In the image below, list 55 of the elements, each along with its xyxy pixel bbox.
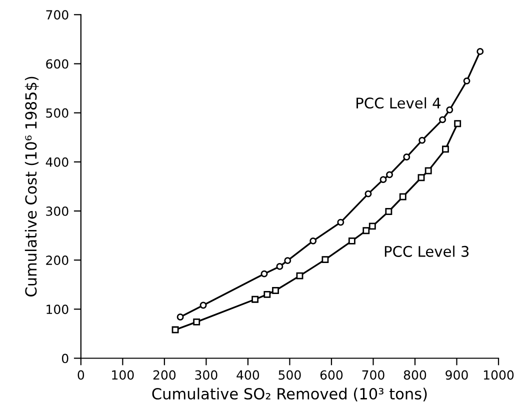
x-tick-label: 800 [404,370,426,380]
point [385,208,392,215]
point [418,174,425,182]
y-tick-label: 0 [62,354,68,364]
point [272,287,279,294]
point [348,237,356,244]
series-label: PCC Level 4 [356,97,440,109]
point [399,193,406,200]
point [260,270,268,278]
x-tick-label: 400 [236,370,260,380]
point [463,77,470,84]
x-tick-label: 300 [195,370,218,380]
y-tick-label: 600 [46,59,68,69]
x-tick-label: 600 [320,370,343,380]
point [424,167,432,174]
x-tick-label: 700 [362,370,384,380]
point [442,146,449,153]
y-tick-label: 200 [46,256,68,266]
y-tick-label: 700 [46,10,68,20]
point [476,48,484,55]
y-tick-label: 300 [46,206,68,216]
x-tick-label: 200 [153,370,176,380]
point [386,171,393,178]
point [310,237,317,244]
x-tick-label: 0 [78,370,84,380]
point [439,116,446,124]
point [364,190,372,198]
point [296,272,304,280]
point [284,257,292,264]
point [264,290,271,298]
point [200,302,207,309]
x-tick-label: 900 [446,370,468,380]
y-tick-label: 400 [46,157,68,167]
point [193,318,200,326]
point [322,256,329,264]
y-tick-label: 100 [46,304,68,314]
x-tick-label: 500 [278,370,301,380]
point [454,120,462,128]
point [446,106,454,114]
x-tick-label: 100 [112,370,134,380]
point [252,296,259,303]
x-tick-label: 1000 [484,370,514,380]
point [276,262,284,270]
x-axis-title: Cumulative SO₂ Removed (10³ tons) [152,388,427,402]
point [418,136,426,144]
point [368,222,376,230]
point [403,154,410,160]
y-tick-label: 500 [46,108,68,118]
series-label: PCC Level 3 [384,246,469,257]
y-axis-title: Cumulative Cost (10⁶ 1985$) [24,76,39,297]
point [380,176,387,184]
point [337,218,344,226]
point [362,227,370,234]
point [176,314,184,320]
point [172,326,179,334]
